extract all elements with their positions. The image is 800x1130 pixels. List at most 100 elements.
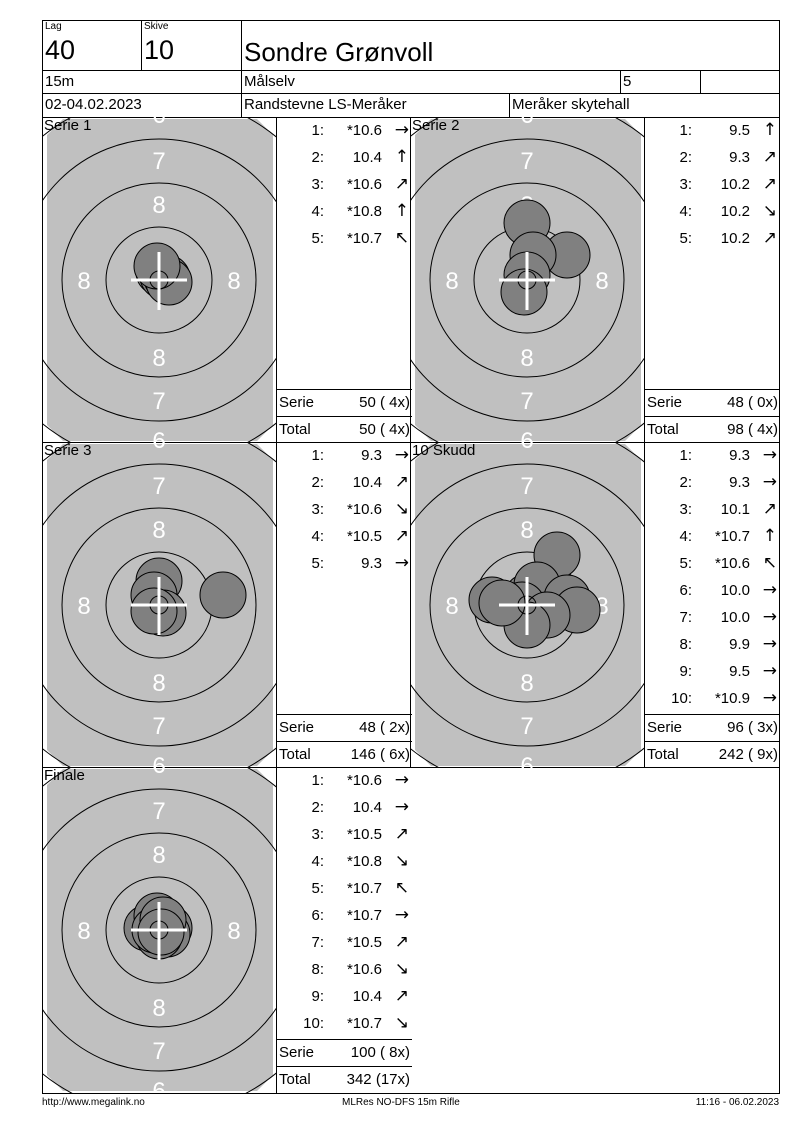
ring-number: 7 bbox=[520, 713, 533, 740]
serie-label: Serie bbox=[647, 394, 683, 411]
shot-row: 4: *10.8 ↑ bbox=[277, 198, 412, 225]
shot-number: 1: bbox=[311, 447, 324, 464]
skive-value: 10 bbox=[144, 35, 175, 65]
footer-url[interactable]: http://www.megalink.no bbox=[42, 1097, 145, 1108]
direction-arrow-icon: ↖ bbox=[394, 878, 409, 898]
target-view: 6 7 8 8 7 6 8 8 Serie 1 bbox=[43, 117, 277, 443]
serie-value: 96 ( 3x) bbox=[727, 719, 778, 736]
direction-arrow-icon: → bbox=[394, 905, 409, 925]
shot-row: 5: 10.2 ↗ bbox=[645, 225, 780, 252]
shot-score: *10.7 bbox=[346, 880, 382, 897]
ring-number: 8 bbox=[227, 918, 240, 945]
ring-number: 8 bbox=[445, 268, 458, 295]
event-cell: Randstevne LS-Meråker bbox=[241, 93, 510, 118]
shot-row: 1: 9.3 → bbox=[277, 442, 412, 469]
shot-row: 7: *10.5 ↗ bbox=[277, 929, 412, 956]
shot-score: *10.6 bbox=[346, 772, 382, 789]
ring-number: 8 bbox=[227, 268, 240, 295]
shot-hole bbox=[478, 579, 526, 627]
skive-cell: Skive 10 bbox=[141, 20, 242, 71]
shot-score: 10.4 bbox=[352, 988, 382, 1005]
footer-software: MLRes NO-DFS 15m Rifle bbox=[342, 1097, 460, 1108]
club-cell: Målselv bbox=[241, 70, 621, 94]
shot-number: 3: bbox=[311, 501, 324, 518]
total-value: 342 (17x) bbox=[346, 1071, 410, 1088]
direction-arrow-icon: → bbox=[762, 688, 777, 708]
shot-number: 1: bbox=[679, 447, 692, 464]
shot-score: *10.6 bbox=[714, 555, 750, 572]
ring-number: 8 bbox=[152, 192, 165, 219]
shot-number: 1: bbox=[311, 772, 324, 789]
shot-number: 5: bbox=[679, 555, 692, 572]
total-label: Total bbox=[279, 421, 311, 438]
total-sum-row: Total 98 ( 4x) bbox=[645, 416, 780, 443]
shot-row: 2: 9.3 → bbox=[645, 469, 780, 496]
shot-row: 5: *10.6 ↖ bbox=[645, 550, 780, 577]
target-ring bbox=[61, 507, 257, 703]
shot-row: 9: 9.5 → bbox=[645, 658, 780, 685]
shot-number: 3: bbox=[311, 826, 324, 843]
serie-sum-row: Serie 48 ( 2x) bbox=[277, 714, 412, 741]
shot-row: 5: *10.7 ↖ bbox=[277, 225, 412, 252]
shot-row: 1: *10.6 → bbox=[277, 767, 412, 794]
ring-number: 7 bbox=[152, 388, 165, 415]
target-ring bbox=[105, 226, 213, 334]
shot-hole bbox=[130, 587, 178, 635]
ring-number: 6 bbox=[520, 442, 533, 454]
ring-number: 8 bbox=[445, 593, 458, 620]
shot-score: *10.9 bbox=[714, 690, 750, 707]
shot-number: 4: bbox=[311, 853, 324, 870]
shooter-cell: Sondre Grønvoll bbox=[241, 20, 780, 71]
shot-row: 10: *10.7 ↘ bbox=[277, 1010, 412, 1037]
ring-number: 6 bbox=[520, 753, 533, 768]
shot-score: *10.8 bbox=[346, 203, 382, 220]
total-value: 50 ( 4x) bbox=[359, 421, 410, 438]
target-ring bbox=[43, 138, 276, 422]
shot-row: 7: 10.0 → bbox=[645, 604, 780, 631]
direction-arrow-icon: ↗ bbox=[762, 499, 777, 519]
shot-row: 3: *10.6 ↗ bbox=[277, 171, 412, 198]
ring-number: 8 bbox=[152, 842, 165, 869]
direction-arrow-icon: ↖ bbox=[394, 228, 409, 248]
shot-number: 6: bbox=[311, 907, 324, 924]
shot-list: 1: 9.3 → 2: 9.3 → 3: 10.1 ↗ 4: *10.7 ↑ 5: *10.6 ↖ 6: 10.… bbox=[645, 442, 780, 768]
shot-number: 9: bbox=[679, 663, 692, 680]
serie-label: Serie bbox=[279, 719, 315, 736]
direction-arrow-icon: ↘ bbox=[762, 201, 777, 221]
shot-number: 8: bbox=[311, 961, 324, 978]
shot-row: 8: 9.9 → bbox=[645, 631, 780, 658]
direction-arrow-icon: → bbox=[762, 472, 777, 492]
shot-number: 7: bbox=[311, 934, 324, 951]
shot-score: 10.0 bbox=[720, 609, 750, 626]
total-label: Total bbox=[279, 746, 311, 763]
direction-arrow-icon: ↗ bbox=[394, 526, 409, 546]
shot-number: 8: bbox=[679, 636, 692, 653]
shot-score: 9.3 bbox=[361, 447, 382, 464]
direction-arrow-icon: → bbox=[762, 661, 777, 681]
direction-arrow-icon: ↘ bbox=[394, 1013, 409, 1033]
shot-number: 3: bbox=[679, 176, 692, 193]
shot-row: 3: 10.2 ↗ bbox=[645, 171, 780, 198]
date-cell: 02-04.02.2023 bbox=[42, 93, 242, 118]
shot-score: 10.1 bbox=[720, 501, 750, 518]
shot-score: *10.6 bbox=[346, 501, 382, 518]
serie-value: 100 ( 8x) bbox=[350, 1044, 410, 1061]
divider bbox=[42, 442, 780, 443]
shot-score: 9.3 bbox=[729, 474, 750, 491]
shot-list: 1: 9.3 → 2: 10.4 ↗ 3: *10.6 ↘ 4: *10.5 ↗ 5: 9.3 → Serie… bbox=[277, 442, 412, 768]
lag-cell: Lag 40 bbox=[42, 20, 142, 71]
shot-number: 2: bbox=[679, 474, 692, 491]
series-panel: 67887688Serie 31:9.3→2:10.4↗3:*10.6↘4:*1… bbox=[43, 442, 412, 768]
shot-number: 2: bbox=[311, 149, 324, 166]
shot-list: 1: 9.5 ↑ 2: 9.3 ↗ 3: 10.2 ↗ 4: 10.2 ↘ 5: 10.2 ↗ Serie 48… bbox=[645, 117, 780, 443]
shot-row: 1: 9.5 ↑ bbox=[645, 117, 780, 144]
shot-score: *10.5 bbox=[346, 934, 382, 951]
distance-cell: 15m bbox=[42, 70, 242, 94]
ring-number: 8 bbox=[77, 268, 90, 295]
shot-score: 10.0 bbox=[720, 582, 750, 599]
ring-number: 8 bbox=[77, 593, 90, 620]
ring-number: 8 bbox=[152, 995, 165, 1022]
direction-arrow-icon: ↖ bbox=[762, 553, 777, 573]
target-ring bbox=[105, 876, 213, 984]
shot-number: 10: bbox=[671, 690, 692, 707]
